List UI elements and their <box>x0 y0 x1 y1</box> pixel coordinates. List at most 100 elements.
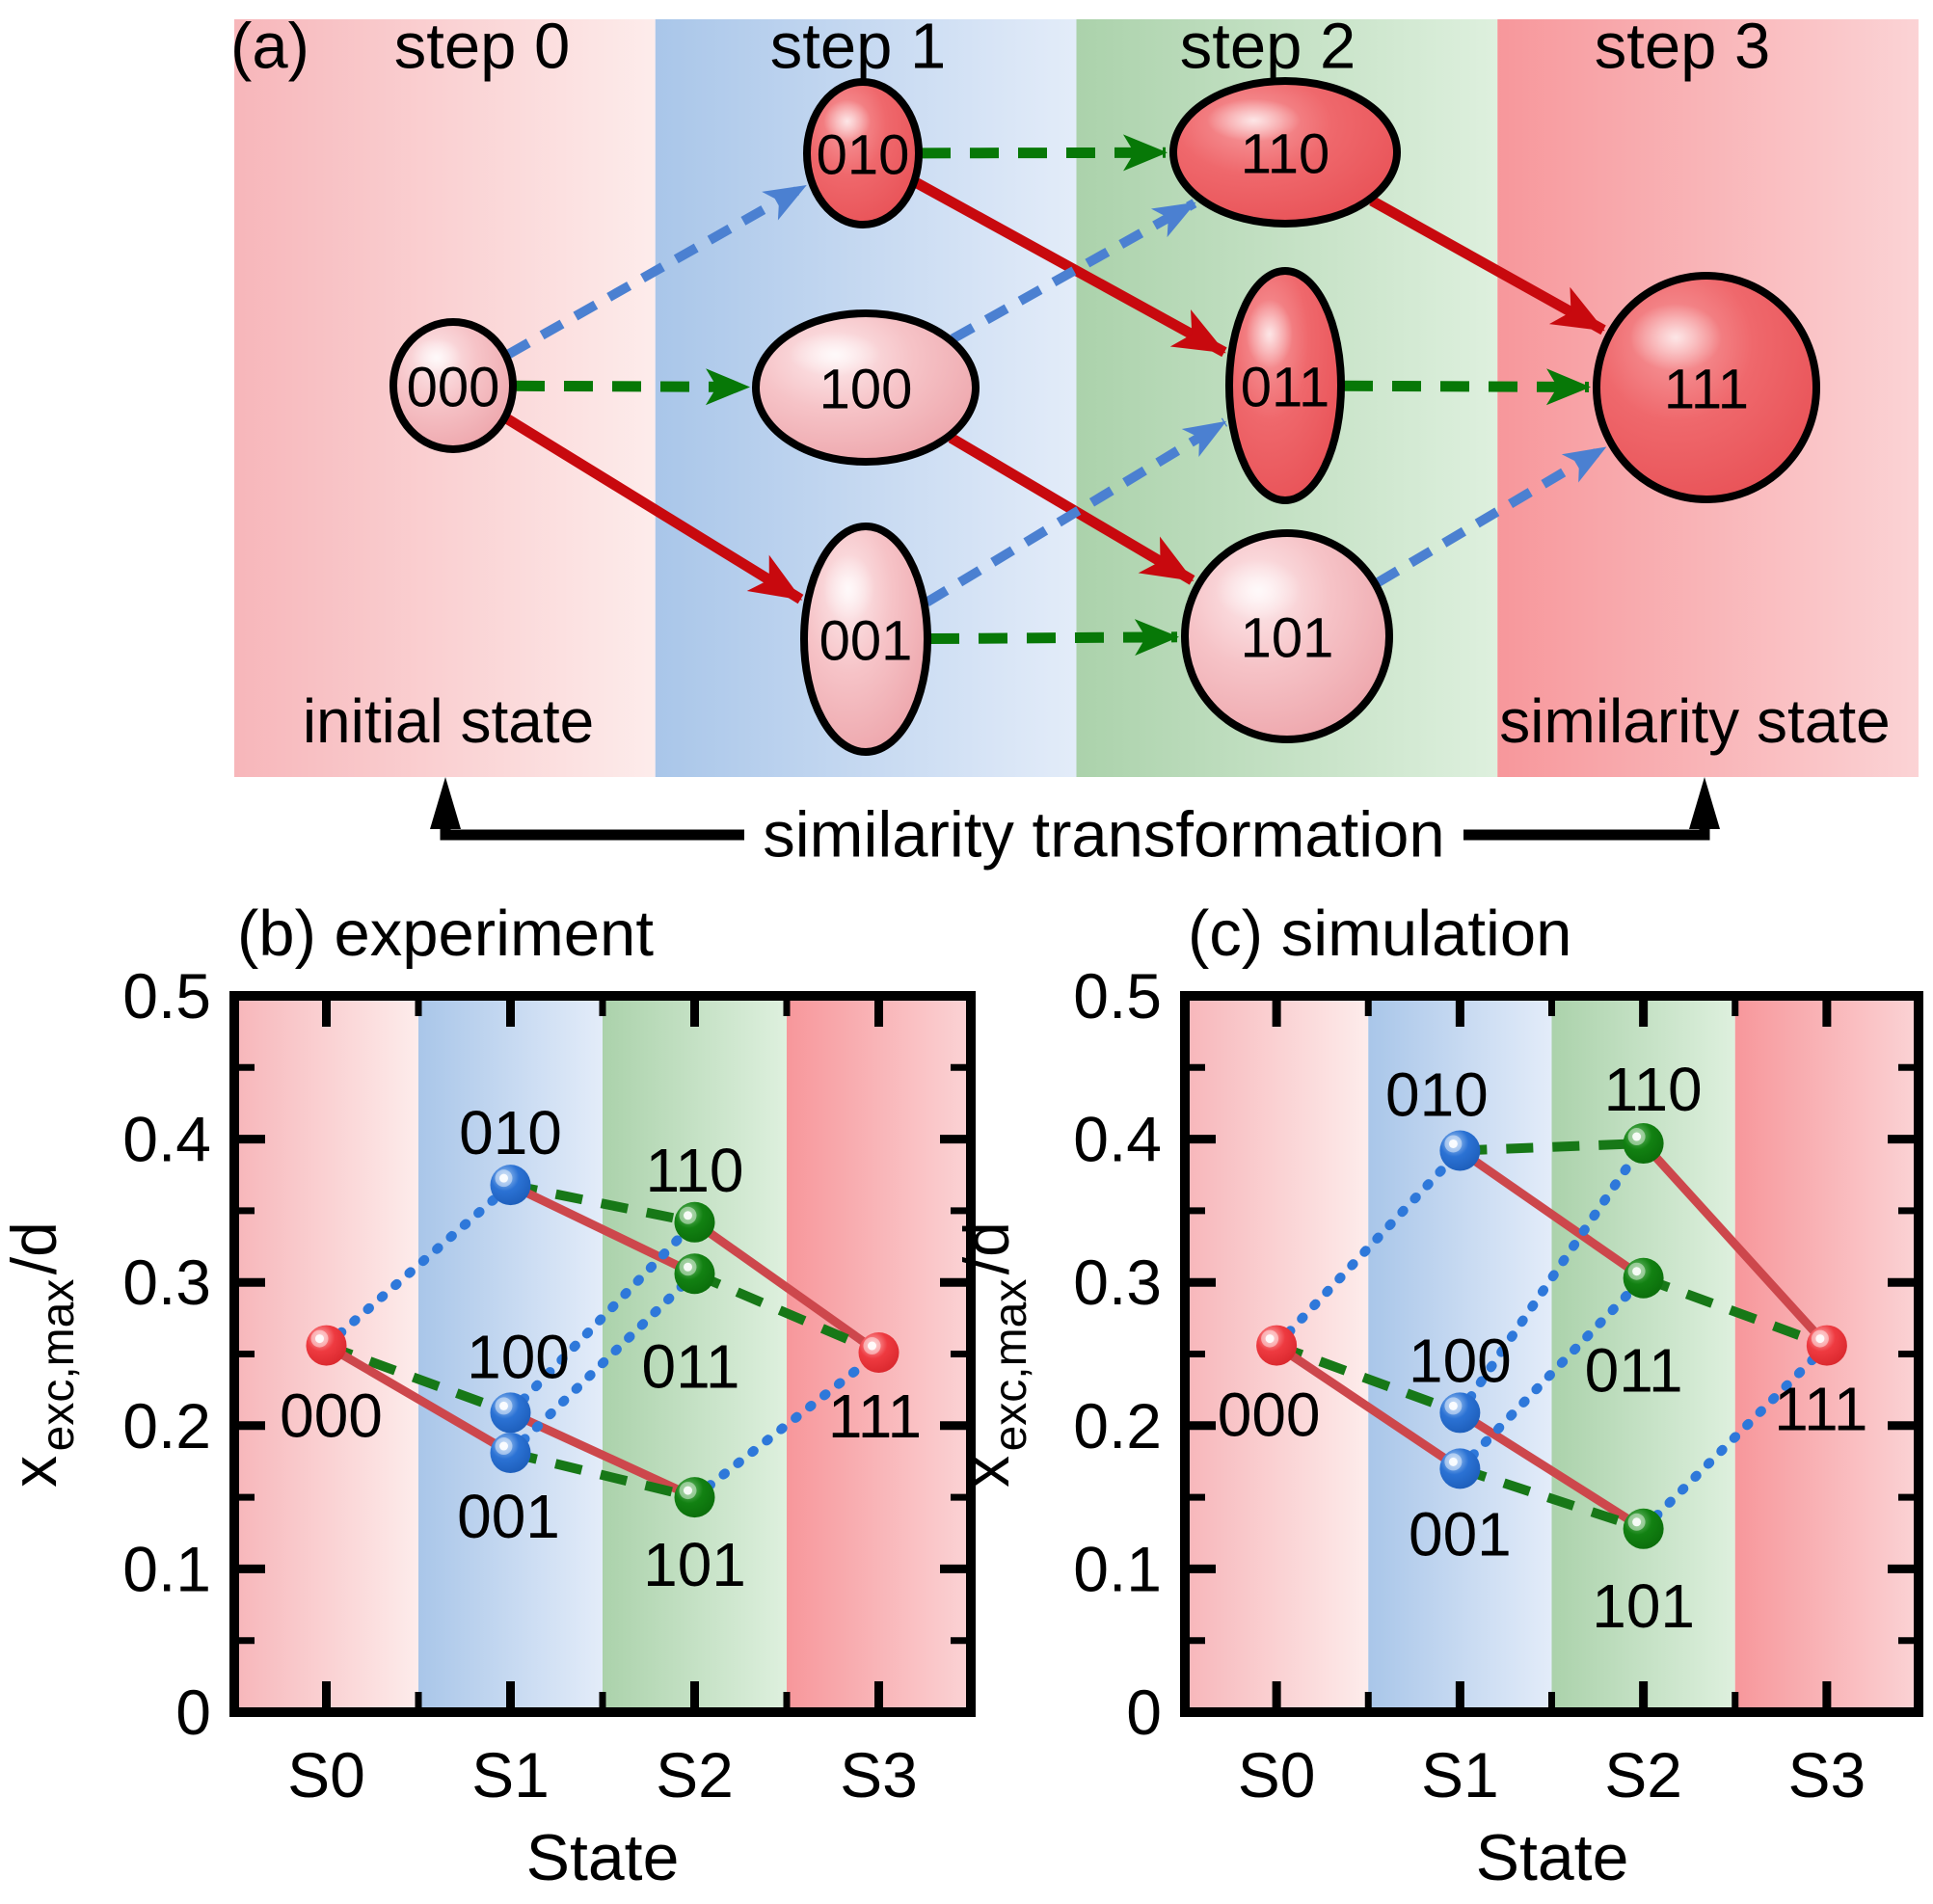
panel-c-point-011-shine-core <box>1632 1267 1642 1276</box>
panel-c-point-label-001: 001 <box>1409 1499 1512 1569</box>
panel-c-yaxis-label: x exc,max /d <box>951 1221 1036 1488</box>
step-3-label: step 3 <box>1595 11 1771 83</box>
panel-b-xaxis-label: State <box>526 1821 680 1894</box>
panel-b-point-001-shine-core <box>499 1441 508 1451</box>
panel-c-point-label-101: 101 <box>1592 1571 1695 1641</box>
panel-c-point-000-shine-core <box>1265 1334 1275 1344</box>
panel-c-point-100-shine-core <box>1448 1401 1458 1410</box>
panel-c-title: (c) simulation <box>1188 898 1571 970</box>
state-node-010-label: 010 <box>817 124 910 187</box>
panel-b-point-010-shine-core <box>499 1173 508 1183</box>
panel-c-point-111-marker <box>1806 1325 1847 1366</box>
state-node-110-label: 110 <box>1241 123 1329 186</box>
panel-c-line-000-to-100 <box>1275 1340 1463 1418</box>
panel-b-ytick-label-4: 0.4 <box>122 1104 211 1175</box>
panel-b-point-000-marker <box>306 1325 347 1366</box>
similarity-state-label: similarity state <box>1499 686 1890 756</box>
panel-b-minor-ticks <box>238 1000 967 1708</box>
state-node-111-gloss <box>1629 304 1722 371</box>
panel-b-line-000-to-001 <box>324 1341 513 1457</box>
transition-arrow-110-to-111 <box>1369 196 1606 335</box>
state-node-001-label: 001 <box>819 610 913 673</box>
state-node-111-label: 111 <box>1664 359 1749 421</box>
panel-c-xtick-label-S0: S0 <box>1238 1739 1316 1810</box>
panel-c-point-111 <box>1806 1325 1847 1366</box>
panel-c-point-101-marker <box>1623 1508 1664 1549</box>
panel-b-point-011 <box>674 1253 715 1295</box>
panel-c-point-label-011: 011 <box>1585 1336 1683 1406</box>
panel-c-point-001-marker <box>1439 1448 1481 1489</box>
panel-b-line-000-to-010 <box>321 1180 516 1351</box>
panel-c-xtick-label-S2: S2 <box>1604 1739 1682 1810</box>
panel-b-point-label-011: 011 <box>641 1331 739 1401</box>
panel-b-frame <box>229 991 976 1717</box>
state-node-110-gloss <box>1206 98 1302 142</box>
panel-b-ytick-label-2: 0.2 <box>122 1390 211 1462</box>
panel-b-point-111-shine-core <box>868 1341 876 1351</box>
panel-c-chart: 0 0.1 0.2 0.3 0.4 0.5 S0 S1 S2 S3 000 010 100 001 110 0… <box>1073 960 1923 1810</box>
panel-c-point-label-010: 010 <box>1385 1059 1489 1129</box>
panel-c-ytick-label-4: 0.4 <box>1073 1104 1162 1175</box>
panel-c-xtick-label-S1: S1 <box>1421 1739 1499 1810</box>
panel-c-point-010-shine-core <box>1448 1139 1458 1148</box>
panel-b-point-101-shine-core <box>684 1486 692 1495</box>
panel-c-line-010-to-011 <box>1457 1146 1647 1282</box>
state-node-001-gloss <box>822 554 874 623</box>
step-2-label: step 2 <box>1180 11 1356 83</box>
panel-a-state-nodes: 000 010 100 001 110 011 101 111 <box>389 77 1820 756</box>
panel-b-ytick-label-0: 0 <box>175 1676 211 1748</box>
panel-b-line-101-to-111 <box>689 1348 884 1503</box>
panel-b-line-000-to-100 <box>324 1340 513 1418</box>
panel-b-line-010-to-110 <box>509 1180 696 1227</box>
panel-b-point-010 <box>490 1165 531 1206</box>
bracket-label: similarity transformation <box>763 799 1444 872</box>
panel-c-ytick-label-3: 0.3 <box>1073 1247 1162 1318</box>
state-node-100-label: 100 <box>819 359 913 421</box>
panel-c-point-001-shine-core <box>1448 1457 1458 1466</box>
bracket-left-arrowhead-icon <box>430 777 461 829</box>
state-node-001: 001 <box>800 523 931 756</box>
panel-b-ytick-label-1: 0.1 <box>122 1533 211 1604</box>
panel-b-title: (b) experiment <box>237 898 654 970</box>
panel-c-line-000-to-001 <box>1274 1341 1463 1473</box>
panel-b-line-100-to-110 <box>505 1217 700 1418</box>
panel-a-labels: (a) step 0 step 1 step 2 step 3 initial … <box>230 11 1891 757</box>
bracket-right-line <box>1463 821 1710 841</box>
state-node-011-gloss <box>1246 299 1294 369</box>
panel-c-line-001-to-011 <box>1455 1273 1649 1474</box>
state-node-100: 100 <box>752 309 980 466</box>
panel-b-ylabel-subscript: exc,max <box>33 1279 84 1452</box>
state-node-110: 110 <box>1169 77 1401 228</box>
panel-b-xtick-label-S2: S2 <box>656 1739 734 1810</box>
panel-b-point-label-001: 001 <box>457 1482 560 1551</box>
panel-c-point-110-shine-core <box>1632 1132 1642 1141</box>
panel-c-line-000-to-010 <box>1272 1145 1465 1351</box>
panel-c-line-011-to-111 <box>1641 1274 1829 1351</box>
panel-b-ytick-label-5: 0.5 <box>122 960 211 1032</box>
panel-b-point-110-marker <box>674 1201 715 1243</box>
panel-c-point-010 <box>1439 1130 1481 1171</box>
transition-arrow-000-to-100 <box>515 368 751 406</box>
panel-b-point-000-shine-core <box>315 1334 324 1344</box>
panel-b-point-010-marker <box>490 1165 531 1206</box>
panel-c-frame <box>1180 991 1923 1717</box>
similarity-transformation-bracket: similarity transformation <box>430 777 1720 872</box>
state-node-101: 101 <box>1181 529 1393 743</box>
panel-c-ticks <box>1189 991 1915 1717</box>
panel-c-point-001 <box>1439 1448 1481 1489</box>
panel-c-point-101 <box>1623 1508 1664 1549</box>
panel-c-line-010-to-110 <box>1460 1139 1644 1156</box>
state-node-011: 011 <box>1225 267 1345 504</box>
panel-c-point-000 <box>1256 1325 1298 1366</box>
panel-b-point-101-marker <box>674 1477 715 1518</box>
panel-c-point-label-110: 110 <box>1604 1055 1703 1124</box>
panel-c-point-100 <box>1439 1392 1481 1434</box>
state-node-101-gloss <box>1215 558 1302 621</box>
panel-c-point-011 <box>1623 1257 1664 1299</box>
panel-b-xtick-label-S0: S0 <box>287 1739 365 1810</box>
initial-state-label: initial state <box>303 686 594 756</box>
panel-b-point-011-shine-core <box>684 1262 692 1272</box>
panel-b-yaxis-label: x exc,max /d <box>0 1221 84 1488</box>
panel-b-xtick-label-S3: S3 <box>840 1739 918 1810</box>
